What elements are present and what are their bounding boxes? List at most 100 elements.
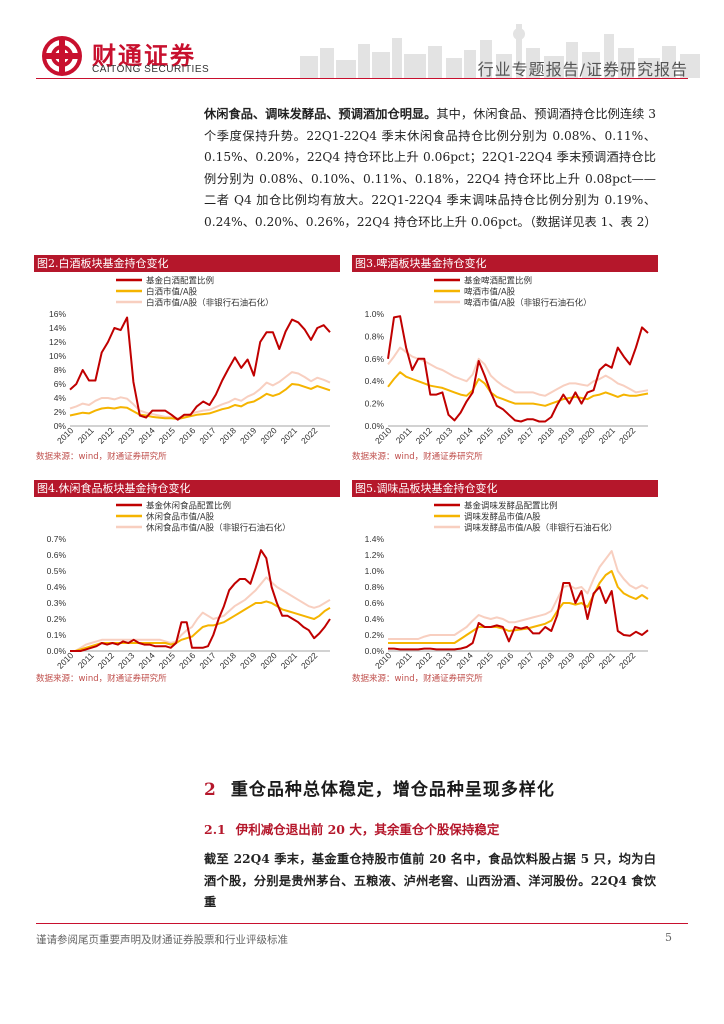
x-tick-label: 2019 xyxy=(556,425,577,446)
y-tick-label: 0.2% xyxy=(365,399,385,409)
x-tick-label: 2011 xyxy=(394,425,414,445)
x-tick-label: 2022 xyxy=(617,650,638,671)
logo-chinese: 财通证券 xyxy=(92,42,196,70)
series-line xyxy=(69,371,331,420)
legend-label: 调味发酵品市值/A股（非银行石油石化） xyxy=(464,523,617,534)
x-tick-label: 2013 xyxy=(434,650,455,671)
footer-disclaimer: 谨请参阅尾页重要声明及财通证券股票和行业评级标准 xyxy=(36,934,288,946)
x-tick-label: 2015 xyxy=(157,650,178,671)
legend-label: 白酒市值/A股（非银行石油石化） xyxy=(146,298,274,309)
y-tick-label: 6% xyxy=(54,379,67,389)
y-tick-label: 1.4% xyxy=(365,534,385,544)
x-tick-label: 2012 xyxy=(414,650,435,671)
x-tick-label: 2017 xyxy=(515,425,536,446)
y-tick-label: 1.2% xyxy=(365,550,385,560)
x-tick-label: 2022 xyxy=(617,425,638,446)
x-tick-label: 2018 xyxy=(218,650,239,671)
section-title: 重仓品种总体稳定，增仓品种呈现多样化 xyxy=(230,780,555,800)
x-tick-label: 2019 xyxy=(238,425,259,446)
y-tick-label: 0.4% xyxy=(47,582,67,592)
caitong-logo-icon xyxy=(42,36,82,76)
chart-title: 图3.啤酒板块基金持仓变化 xyxy=(352,255,658,272)
y-tick-label: 0.4% xyxy=(365,376,385,386)
legend-label: 基金白酒配置比例 xyxy=(146,276,214,287)
x-tick-label: 2021 xyxy=(279,425,300,446)
chart-title: 图4.休闲食品板块基金持仓变化 xyxy=(34,480,340,497)
x-tick-label: 2020 xyxy=(576,425,597,446)
legend-label: 基金啤酒配置比例 xyxy=(464,276,532,287)
x-tick-label: 2011 xyxy=(76,650,96,670)
x-tick-label: 2021 xyxy=(279,650,300,671)
y-tick-label: 0.2% xyxy=(365,630,385,640)
y-tick-label: 0.1% xyxy=(47,630,67,640)
x-tick-label: 2019 xyxy=(556,650,577,671)
series-line xyxy=(70,576,331,652)
legend-label: 基金调味发酵品配置比例 xyxy=(464,501,558,512)
x-tick-label: 2017 xyxy=(515,650,536,671)
x-tick-label: 2018 xyxy=(536,425,557,446)
y-tick-label: 8% xyxy=(54,365,67,375)
x-tick-label: 2016 xyxy=(177,650,198,671)
series-line xyxy=(70,549,331,652)
y-tick-label: 4% xyxy=(54,393,67,403)
x-tick-label: 2021 xyxy=(597,650,618,671)
y-tick-label: 0.2% xyxy=(47,614,67,624)
x-tick-label: 2022 xyxy=(299,650,320,671)
x-tick-label: 2021 xyxy=(597,425,618,446)
series-line xyxy=(69,383,331,420)
x-tick-label: 2018 xyxy=(218,425,239,446)
subsection-number: 2.1 xyxy=(204,822,226,837)
x-tick-label: 2022 xyxy=(299,425,320,446)
y-tick-label: 14% xyxy=(49,323,66,333)
x-tick-label: 2012 xyxy=(96,425,117,446)
city-skyline-icon xyxy=(300,24,700,78)
x-tick-label: 2014 xyxy=(454,650,475,671)
chart-source: 数据来源：wind，财通证券研究所 xyxy=(36,452,167,462)
x-tick-label: 2013 xyxy=(116,650,137,671)
x-tick-label: 2017 xyxy=(197,650,218,671)
x-tick-label: 2014 xyxy=(136,650,157,671)
series-line xyxy=(69,316,331,421)
x-tick-label: 2011 xyxy=(394,650,414,670)
chart-title: 图2.白酒板块基金持仓变化 xyxy=(34,255,340,272)
y-tick-label: 0.5% xyxy=(47,566,67,576)
series-line xyxy=(387,346,649,397)
x-tick-label: 2015 xyxy=(475,650,496,671)
x-tick-label: 2020 xyxy=(258,650,279,671)
y-tick-label: 0.0% xyxy=(47,646,67,656)
x-tick-label: 2020 xyxy=(576,650,597,671)
x-tick-label: 2013 xyxy=(116,425,137,446)
y-tick-label: 1.0% xyxy=(365,566,385,576)
chart-beer: 图3.啤酒板块基金持仓变化 基金啤酒配置比例 啤酒市值/A股 啤酒市值/A股（非银行… xyxy=(352,255,658,458)
y-tick-label: 0.8% xyxy=(365,331,385,341)
series-line xyxy=(387,315,649,423)
footer-divider xyxy=(36,923,688,924)
subsection-title: 伊利减仓退出前 20 大，其余重仓个股保持稳定 xyxy=(235,822,500,837)
chart-source: 数据来源：wind，财通证券研究所 xyxy=(352,674,483,684)
subsection-heading: 2.1 伊利减仓退出前 20 大，其余重仓个股保持稳定 xyxy=(204,819,499,838)
chart-source: 数据来源：wind，财通证券研究所 xyxy=(352,452,483,462)
legend-label: 啤酒市值/A股（非银行石油石化） xyxy=(464,298,592,309)
x-tick-label: 2016 xyxy=(495,425,516,446)
y-tick-label: 0% xyxy=(54,421,67,431)
x-tick-label: 2012 xyxy=(96,650,117,671)
report-type: 行业专题报告/证券研究报告 xyxy=(477,60,688,79)
x-tick-label: 2012 xyxy=(414,425,435,446)
chart-snack-food: 图4.休闲食品板块基金持仓变化 基金休闲食品配置比例 休闲食品市值/A股 休闲食品市… xyxy=(34,480,340,683)
x-tick-label: 2016 xyxy=(495,650,516,671)
chart-condiments: 图5.调味品板块基金持仓变化 基金调味发酵品配置比例 调味发酵品市值/A股 调味发酵… xyxy=(352,480,658,683)
legend-label: 调味发酵品市值/A股 xyxy=(464,512,541,523)
chart-liquor: 图2.白酒板块基金持仓变化 基金白酒配置比例 白酒市值/A股 白酒市值/A股（非银行… xyxy=(34,255,340,458)
x-tick-label: 2013 xyxy=(434,425,455,446)
y-tick-label: 0.6% xyxy=(365,354,385,364)
x-tick-label: 2015 xyxy=(475,425,496,446)
series-line xyxy=(388,570,649,644)
intro-lead: 休闲食品、调味发酵品、预调酒加仓明显。 xyxy=(204,107,437,121)
series-line xyxy=(388,550,649,640)
x-tick-label: 2020 xyxy=(258,425,279,446)
intro-text: 其中，休闲食品、预调酒持仓比例连续 3 个季度保持升势。22Q1-22Q4 季末… xyxy=(204,107,657,229)
y-tick-label: 1.0% xyxy=(365,309,385,319)
header-divider xyxy=(36,78,688,79)
section-number: 2 xyxy=(204,780,217,800)
chart-title: 图5.调味品板块基金持仓变化 xyxy=(352,480,658,497)
